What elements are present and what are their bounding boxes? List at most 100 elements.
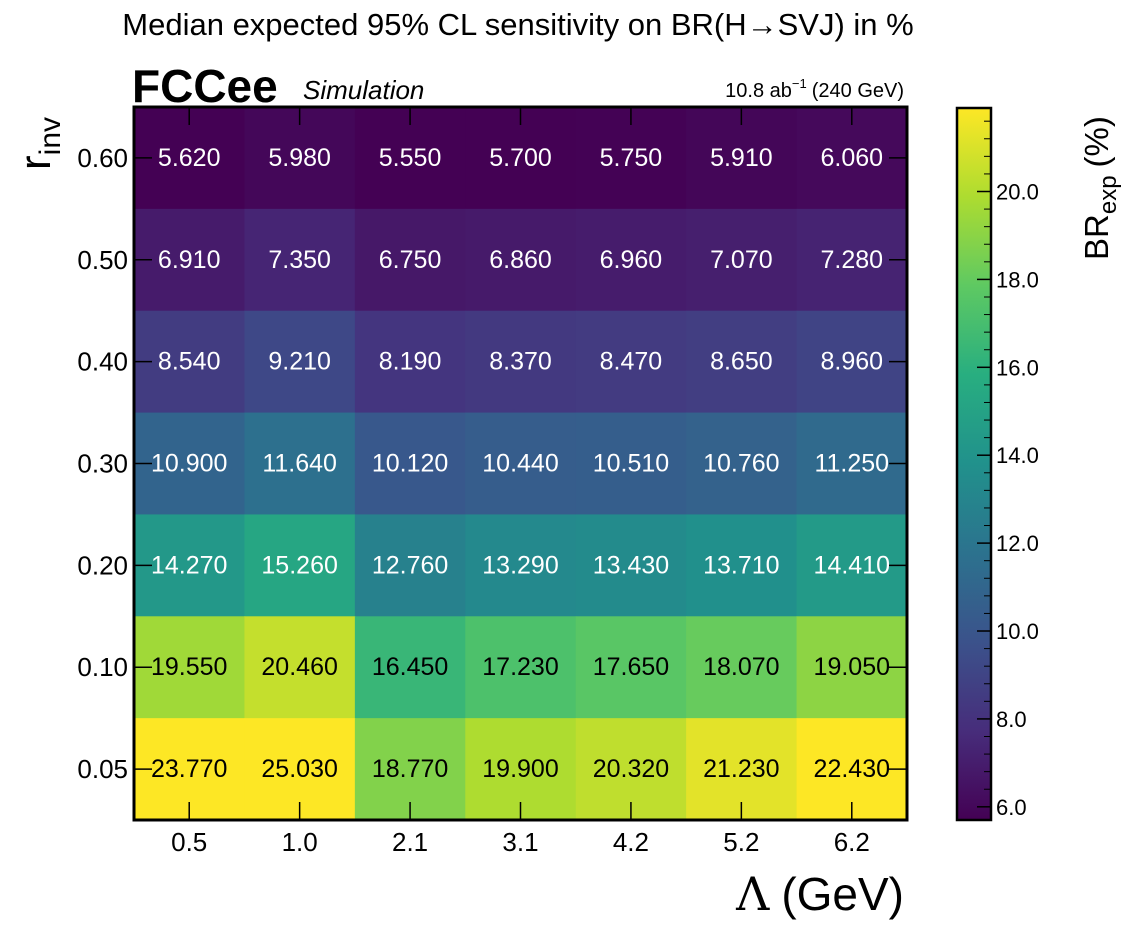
cell-value-label: 18.770	[372, 755, 448, 783]
x-tick-label: 1.0	[282, 827, 318, 857]
heatmap-cell	[686, 310, 798, 414]
heatmap-cell	[686, 616, 798, 719]
x-tick-label: 2.1	[392, 827, 428, 857]
heatmap-cell	[575, 514, 687, 617]
heatmap-cell	[134, 616, 246, 719]
heatmap-cell	[134, 412, 246, 516]
x-tick-labels: 0.5 1.0 2.1 3.1 4.2 5.2 6.2	[171, 827, 870, 857]
y-tick-label: 0.05	[77, 754, 128, 784]
heatmap-cell	[244, 208, 356, 312]
x-axis-title: Λ (GeV)	[735, 867, 904, 921]
colorbar-tick-label: 18.0	[996, 267, 1039, 292]
heatmap-cell	[354, 514, 466, 617]
cell-value-label: 6.960	[600, 246, 663, 274]
cell-value-label: 17.650	[593, 653, 669, 681]
cell-value-label: 8.190	[379, 348, 442, 376]
x-tick-label: 0.5	[171, 827, 207, 857]
heatmap-cell	[134, 310, 246, 414]
y-tick-label: 0.60	[77, 143, 128, 173]
x-tick-label: 6.2	[834, 827, 870, 857]
heatmap-cell	[244, 514, 356, 617]
cell-value-label: 19.550	[151, 653, 227, 681]
cell-value-label: 20.460	[261, 653, 337, 681]
heatmap-cell	[575, 310, 687, 414]
chart-title: Median expected 95% CL sensitivity on BR…	[122, 7, 913, 42]
cell-value-label: 12.760	[372, 551, 448, 579]
colorbar-tick-label: 16.0	[996, 355, 1039, 380]
cell-value-label: 5.700	[489, 144, 552, 172]
heatmap-cell	[686, 514, 798, 617]
heatmap-cell	[354, 208, 466, 312]
cell-value-label: 23.770	[151, 755, 227, 783]
cell-value-label: 20.320	[593, 755, 669, 783]
cell-value-label: 19.900	[482, 755, 558, 783]
lumi-value: 10.8 ab	[725, 80, 792, 102]
y-tick-label: 0.50	[77, 245, 128, 275]
colorbar-tick-labels: 6.0 8.0 10.0 12.0 14.0 16.0 18.0 20.0	[996, 180, 1039, 820]
cell-value-label: 8.650	[710, 348, 773, 376]
x-axis-symbol: Λ	[735, 867, 770, 921]
heatmap-cell	[465, 514, 577, 617]
cell-value-label: 10.440	[482, 450, 558, 478]
cell-value-label: 16.450	[372, 653, 448, 681]
heatmap-cell	[354, 310, 466, 414]
cell-value-label: 15.260	[261, 551, 337, 579]
cell-value-label: 13.710	[703, 551, 779, 579]
heatmap-cell-labels: 5.620 5.980 5.550 5.700 5.750 5.910 6.060 6.910…	[151, 144, 890, 783]
colorbar-title: BRexp (%)	[1078, 116, 1122, 260]
cell-value-label: 18.070	[703, 653, 779, 681]
cell-value-label: 6.910	[158, 246, 221, 274]
colorbar-title-sub: exp	[1095, 175, 1122, 214]
y-tick-label: 0.40	[77, 347, 128, 377]
cell-value-label: 5.750	[600, 144, 663, 172]
cell-value-label: 6.750	[379, 246, 442, 274]
lumi-energy: (240 GeV)	[812, 80, 904, 102]
cell-value-label: 17.230	[482, 653, 558, 681]
x-tick-label: 3.1	[502, 827, 538, 857]
cell-value-label: 7.280	[821, 246, 884, 274]
cell-value-label: 13.290	[482, 551, 558, 579]
heatmap-cell	[354, 412, 466, 516]
colorbar-tick-label: 8.0	[996, 707, 1027, 732]
cell-value-label: 10.510	[593, 450, 669, 478]
cell-value-label: 25.030	[261, 755, 337, 783]
cell-value-label: 21.230	[703, 755, 779, 783]
heatmap-cell	[575, 208, 687, 312]
heatmap-cell	[465, 208, 577, 312]
y-axis-sub: inv	[34, 117, 67, 155]
cell-value-label: 6.860	[489, 246, 552, 274]
heatmap-cell	[575, 616, 687, 719]
cell-value-label: 5.620	[158, 144, 221, 172]
cell-value-label: 10.120	[372, 450, 448, 478]
cell-value-label: 8.540	[158, 348, 221, 376]
cell-value-label: 11.250	[814, 450, 889, 478]
y-tick-label: 0.30	[77, 449, 128, 479]
cell-value-label: 7.070	[710, 246, 773, 274]
cell-value-label: 13.430	[593, 551, 669, 579]
heatmap-cell	[354, 616, 466, 719]
y-axis-main: r	[11, 155, 60, 170]
experiment-tag: Simulation	[303, 75, 424, 105]
heatmap-cell	[134, 208, 246, 312]
experiment-label: FCCee	[132, 60, 278, 112]
luminosity-label: 10.8 ab−1 (240 GeV)	[725, 76, 904, 102]
heatmap-cell	[465, 310, 577, 414]
y-axis-title: rinv	[11, 117, 67, 170]
cell-value-label: 8.370	[489, 348, 552, 376]
colorbar-ticks	[977, 120, 991, 808]
cell-value-label: 14.270	[151, 551, 227, 579]
cell-value-label: 5.910	[710, 144, 773, 172]
cell-value-label: 6.060	[821, 144, 884, 172]
cell-value-label: 5.980	[268, 144, 331, 172]
heatmap-cell	[244, 616, 356, 719]
x-tick-label: 5.2	[723, 827, 759, 857]
heatmap-cell	[686, 412, 798, 516]
cell-value-label: 11.640	[262, 450, 337, 478]
cell-value-label: 10.900	[151, 450, 227, 478]
cell-value-label: 14.410	[814, 551, 890, 579]
cell-value-label: 19.050	[814, 653, 890, 681]
heatmap-cell	[686, 208, 798, 312]
colorbar-tick-label: 20.0	[996, 180, 1039, 205]
cell-value-label: 7.350	[268, 246, 331, 274]
